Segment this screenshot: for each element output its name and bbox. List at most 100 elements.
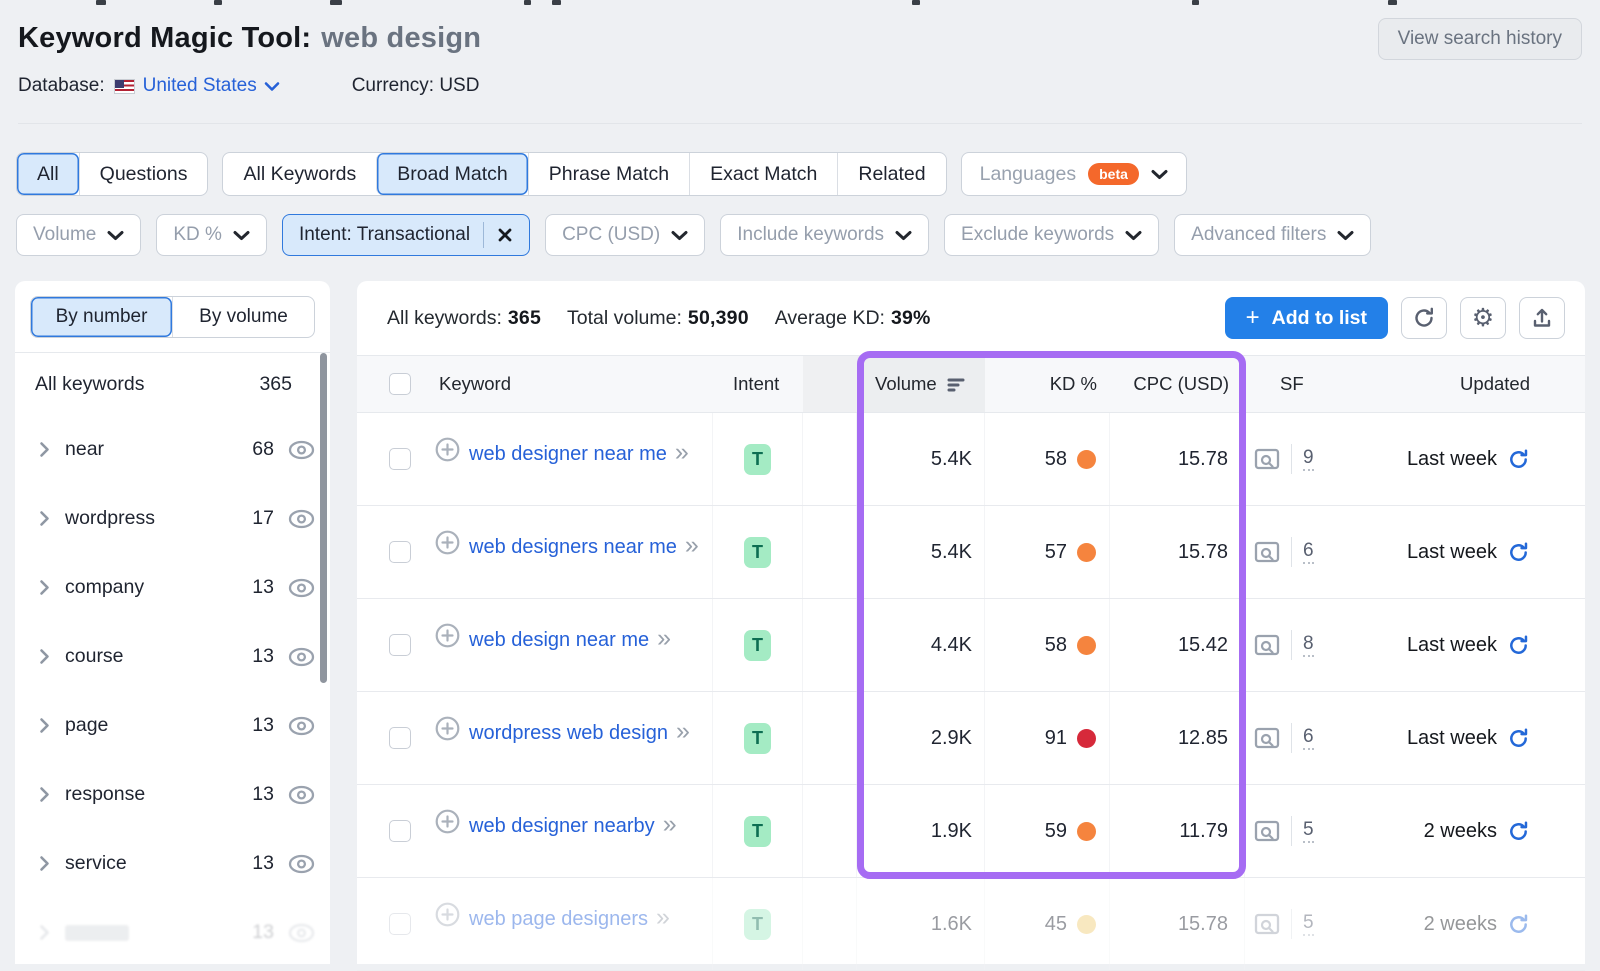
add-keyword-icon[interactable] [435, 809, 460, 834]
filter-intent-transactional[interactable]: Intent: Transactional [281, 214, 531, 256]
eye-icon[interactable] [288, 509, 315, 529]
refresh-icon[interactable] [1507, 634, 1530, 657]
refresh-icon[interactable] [1507, 913, 1530, 936]
chevron-right-icon[interactable] [39, 510, 65, 527]
row-checkbox[interactable] [389, 448, 411, 470]
toggle-by-number[interactable]: By number [31, 297, 172, 337]
eye-icon[interactable] [288, 647, 315, 667]
chevron-right-icon[interactable] [39, 648, 65, 665]
refresh-button[interactable] [1401, 297, 1447, 339]
sidebar-item-all-keywords[interactable]: All keywords 365 [15, 353, 330, 415]
keyword-link[interactable]: web designers near me [469, 536, 677, 558]
expand-keyword-icon[interactable]: » [684, 531, 699, 559]
sf-count[interactable]: 8 [1303, 633, 1314, 658]
chevron-down-icon[interactable] [264, 81, 280, 92]
serp-features-icon[interactable] [1253, 446, 1281, 472]
expand-keyword-icon[interactable]: » [662, 810, 677, 838]
sf-count[interactable]: 5 [1303, 819, 1314, 844]
close-icon[interactable] [483, 222, 513, 248]
keyword-link[interactable]: web design near me [469, 629, 650, 651]
add-keyword-icon[interactable] [435, 437, 460, 462]
filter-include-keywords[interactable]: Include keywords [720, 214, 930, 256]
col-header-updated[interactable]: Updated [1460, 373, 1530, 394]
col-header-kd[interactable]: KD % [1049, 373, 1097, 394]
export-button[interactable] [1519, 297, 1565, 339]
sf-count[interactable]: 9 [1303, 447, 1314, 472]
sidebar-scrollbar[interactable] [320, 353, 327, 683]
languages-dropdown[interactable]: Languages beta [960, 152, 1187, 196]
serp-features-icon[interactable] [1253, 539, 1281, 565]
serp-features-icon[interactable] [1253, 911, 1281, 937]
sf-count[interactable]: 5 [1303, 912, 1314, 937]
sidebar-item-page[interactable]: page 13 [15, 691, 330, 760]
expand-keyword-icon[interactable]: » [676, 717, 690, 745]
chevron-right-icon[interactable] [39, 855, 65, 872]
refresh-icon[interactable] [1507, 727, 1530, 750]
eye-icon[interactable] [288, 578, 315, 598]
col-header-cpc[interactable]: CPC (USD) [1133, 373, 1229, 394]
eye-icon[interactable] [288, 854, 315, 874]
sidebar-item-service[interactable]: service 13 [15, 829, 330, 898]
tab-related[interactable]: Related [837, 153, 945, 195]
row-checkbox[interactable] [389, 727, 411, 749]
eye-icon[interactable] [288, 440, 315, 460]
col-header-keyword[interactable]: Keyword [439, 373, 511, 394]
tab-all[interactable]: All [17, 153, 79, 195]
settings-button[interactable]: ⚙ [1460, 297, 1506, 339]
serp-features-icon[interactable] [1253, 632, 1281, 658]
select-all-checkbox[interactable] [389, 373, 411, 395]
chevron-right-icon[interactable] [39, 717, 65, 734]
serp-features-icon[interactable] [1253, 725, 1281, 751]
filter-kd[interactable]: KD % [156, 214, 267, 256]
eye-icon[interactable] [288, 716, 315, 736]
row-checkbox[interactable] [389, 820, 411, 842]
filter-volume[interactable]: Volume [16, 214, 142, 256]
sf-count[interactable]: 6 [1303, 540, 1314, 565]
serp-features-icon[interactable] [1253, 818, 1281, 844]
sidebar-group-item-partial[interactable]: 13 [15, 898, 330, 967]
filter-cpc-usd[interactable]: CPC (USD) [545, 214, 706, 256]
add-keyword-icon[interactable] [435, 530, 460, 555]
keyword-link[interactable]: web designer near me [469, 443, 667, 465]
expand-keyword-icon[interactable]: » [674, 438, 689, 466]
view-search-history-button[interactable]: View search history [1377, 18, 1582, 60]
eye-icon[interactable] [288, 785, 315, 805]
row-checkbox[interactable] [389, 913, 411, 935]
tab-all-keywords[interactable]: All Keywords [243, 162, 357, 185]
chevron-right-icon[interactable] [39, 579, 65, 596]
col-header-sf[interactable]: SF [1280, 373, 1304, 394]
row-checkbox[interactable] [389, 634, 411, 656]
sidebar-item-wordpress[interactable]: wordpress 17 [15, 484, 330, 553]
keyword-link[interactable]: wordpress web design [469, 722, 668, 744]
tab-phrase-match[interactable]: Phrase Match [527, 153, 689, 195]
sidebar-item-response[interactable]: response 13 [15, 760, 330, 829]
col-header-intent[interactable]: Intent [733, 373, 780, 394]
add-keyword-icon[interactable] [435, 716, 460, 741]
chevron-right-icon[interactable] [39, 441, 65, 458]
row-checkbox[interactable] [389, 541, 411, 563]
refresh-icon[interactable] [1507, 541, 1530, 564]
refresh-icon[interactable] [1507, 820, 1530, 843]
filter-exclude-keywords[interactable]: Exclude keywords [944, 214, 1160, 256]
sf-count[interactable]: 6 [1303, 726, 1314, 751]
tab-broad-match[interactable]: Broad Match [376, 153, 528, 195]
toggle-by-volume[interactable]: By volume [172, 297, 314, 337]
filter-advanced-filters[interactable]: Advanced filters [1174, 214, 1372, 256]
keyword-link[interactable]: web designer nearby [469, 815, 655, 837]
add-keyword-icon[interactable] [435, 902, 460, 927]
tab-exact-match[interactable]: Exact Match [689, 153, 837, 195]
database-selector[interactable]: United States [142, 75, 257, 96]
col-header-volume[interactable]: Volume [857, 356, 985, 412]
sidebar-item-near[interactable]: near 68 [15, 415, 330, 484]
chevron-right-icon[interactable] [39, 786, 65, 803]
add-to-list-button[interactable]: + Add to list [1224, 297, 1388, 339]
sidebar-item-company[interactable]: company 13 [15, 553, 330, 622]
keyword-link[interactable]: web page designers [469, 908, 649, 930]
sort-desc-icon[interactable] [947, 377, 965, 392]
expand-keyword-icon[interactable]: » [657, 624, 671, 652]
add-keyword-icon[interactable] [435, 623, 460, 648]
tab-questions[interactable]: Questions [78, 153, 208, 195]
sidebar-item-course[interactable]: course 13 [15, 622, 330, 691]
refresh-icon[interactable] [1507, 448, 1530, 471]
expand-keyword-icon[interactable]: » [656, 903, 670, 931]
